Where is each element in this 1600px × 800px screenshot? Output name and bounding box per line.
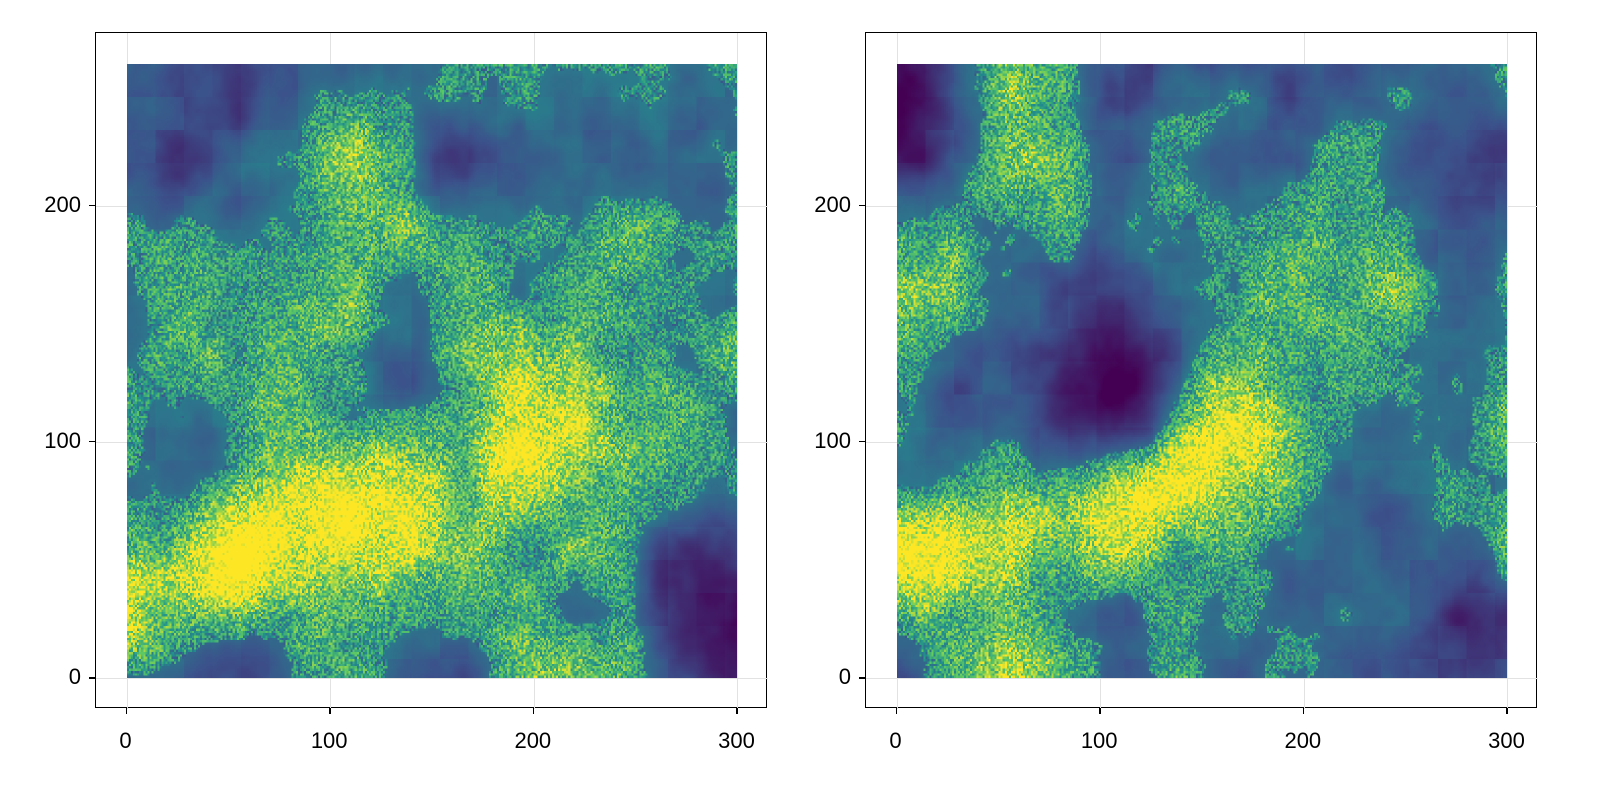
x-tick-label: 100 — [310, 728, 348, 753]
x-tick — [1506, 708, 1508, 714]
heatmap-panel-2 — [865, 32, 1538, 709]
heatmap-image — [896, 63, 1508, 679]
y-tick — [89, 677, 95, 679]
x-tick — [1302, 708, 1305, 714]
x-tick — [895, 708, 898, 714]
x-tick-label: 200 — [1284, 728, 1322, 753]
plot-area — [865, 32, 1538, 709]
x-tick-label: 300 — [718, 728, 755, 753]
x-tick-label: 100 — [1080, 728, 1118, 753]
y-tick-label: 100 — [44, 427, 81, 453]
y-tick — [859, 204, 865, 207]
y-tick — [859, 677, 865, 679]
y-tick-label: 100 — [814, 427, 851, 453]
y-tick — [89, 204, 95, 207]
heatmap-image — [126, 63, 738, 679]
x-tick-label: 0 — [889, 728, 902, 753]
y-tick-label: 200 — [814, 191, 851, 217]
y-tick-label: 0 — [838, 664, 851, 690]
x-tick — [329, 708, 331, 714]
y-gridline — [96, 678, 768, 680]
y-tick-label: 0 — [68, 664, 81, 690]
x-gridline — [737, 33, 739, 709]
plot-area — [95, 32, 768, 709]
x-tick — [736, 708, 738, 714]
y-tick — [859, 440, 865, 443]
x-gridline — [1507, 33, 1509, 709]
x-tick-label: 300 — [1488, 728, 1525, 753]
heatmap-panel-1 — [95, 32, 768, 709]
y-tick — [89, 440, 95, 443]
x-tick — [125, 708, 128, 714]
y-gridline — [866, 678, 1538, 680]
y-tick-label: 200 — [44, 191, 81, 217]
x-tick — [532, 708, 535, 714]
x-tick-label: 0 — [119, 728, 132, 753]
x-tick-label: 200 — [514, 728, 552, 753]
x-tick — [1099, 708, 1101, 714]
